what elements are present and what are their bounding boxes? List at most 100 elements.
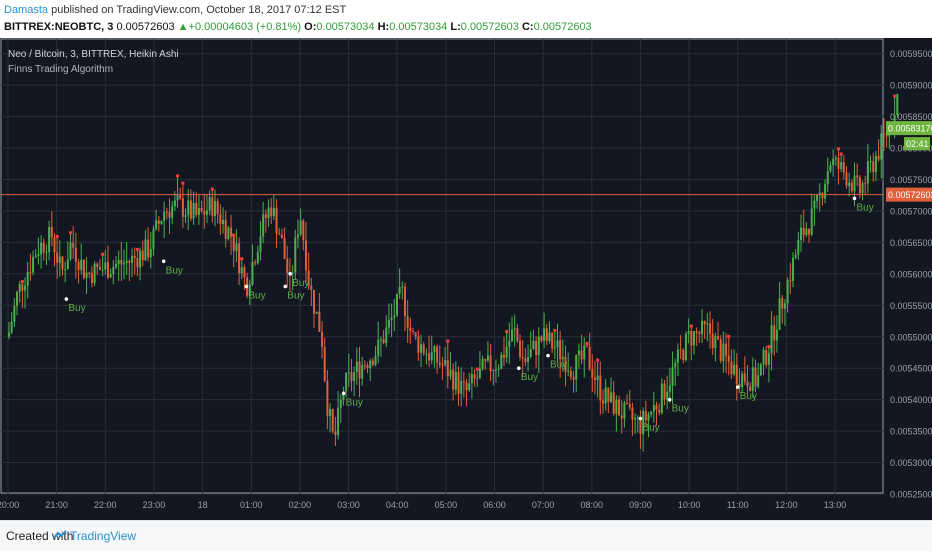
- candle-body: [866, 161, 869, 184]
- candle-body: [850, 182, 853, 192]
- tradingview-brand-link[interactable]: TradingView: [70, 529, 137, 543]
- price-chart[interactable]: 0.005950000.005900000.005850000.00580000…: [0, 38, 932, 520]
- candle-body: [272, 207, 275, 217]
- candle-body: [698, 332, 701, 334]
- candle-body: [318, 311, 321, 332]
- sell-marker: [596, 358, 600, 362]
- candle-body: [48, 226, 51, 253]
- change-value: +0.00004603 (+0.81%): [188, 21, 302, 33]
- candle-body: [797, 239, 800, 255]
- candle-body: [561, 356, 564, 360]
- candle-body: [775, 329, 778, 341]
- candle-body: [607, 387, 610, 403]
- candle-body: [235, 243, 238, 252]
- candle-body: [227, 227, 230, 239]
- candle-body: [486, 355, 489, 361]
- x-tick-label: 10:00: [678, 500, 701, 510]
- candle-body: [101, 269, 104, 271]
- candle-body: [765, 349, 768, 365]
- candle-body: [743, 373, 746, 382]
- candle-body: [676, 349, 679, 363]
- candle-body: [430, 352, 433, 361]
- candle-body: [74, 247, 77, 262]
- candle-body: [104, 262, 107, 270]
- symbol-label: BITTREX:NEOBTC, 3: [4, 21, 114, 33]
- high-label: H:: [377, 21, 390, 33]
- candle-body: [671, 367, 674, 386]
- candle-body: [674, 362, 677, 368]
- candle-body: [805, 228, 808, 236]
- candle-body: [832, 159, 835, 166]
- candle-body: [668, 385, 671, 392]
- sell-marker: [585, 341, 589, 345]
- candle-body: [593, 377, 596, 381]
- buy-signal-dot: [244, 284, 249, 289]
- candle-body: [612, 392, 615, 414]
- x-tick-label: 03:00: [337, 500, 360, 510]
- candle-body: [310, 285, 313, 291]
- candle-body: [786, 280, 789, 304]
- countdown-tag: [904, 137, 930, 151]
- chart-area[interactable]: [0, 38, 932, 520]
- candle-body: [160, 220, 163, 224]
- candle-body: [577, 350, 580, 356]
- candle-body: [436, 346, 439, 363]
- sell-marker: [553, 328, 557, 332]
- candle-body: [275, 207, 278, 234]
- candle-body: [69, 242, 72, 260]
- candle-body: [706, 323, 709, 325]
- x-tick-label: 08:00: [581, 500, 604, 510]
- candle-body: [457, 371, 460, 394]
- candle-body: [106, 262, 109, 278]
- candle-body: [355, 361, 358, 373]
- candle-body: [149, 249, 152, 258]
- buy-signal-label: Buy: [248, 290, 265, 301]
- candle-body: [433, 346, 436, 353]
- candle-body: [492, 370, 495, 372]
- candle-body: [773, 325, 776, 341]
- open-value: 0.00573034: [316, 21, 375, 33]
- candle-body: [848, 182, 851, 186]
- candle-body: [387, 319, 390, 328]
- candle-body: [66, 259, 69, 270]
- candle-body: [650, 411, 653, 415]
- candle-body: [494, 369, 497, 371]
- last-price-tag: [886, 187, 932, 202]
- candle-body: [529, 349, 532, 357]
- candle-body: [575, 355, 578, 380]
- candle-body: [610, 392, 613, 403]
- candle-body: [184, 215, 187, 217]
- candle-body: [115, 264, 118, 268]
- candle-body: [382, 339, 385, 344]
- candle-body: [50, 226, 53, 238]
- created-with-label: Created with: [6, 529, 74, 543]
- candle-body: [243, 267, 246, 278]
- candle-body: [238, 243, 241, 274]
- candle-body: [880, 133, 883, 160]
- candle-body: [834, 157, 837, 160]
- candle-body: [682, 350, 685, 360]
- candle-body: [551, 332, 554, 349]
- candle-body: [425, 353, 428, 355]
- candle-body: [45, 252, 48, 254]
- candle-body: [553, 347, 556, 349]
- sell-marker: [505, 330, 509, 334]
- candle-body: [569, 370, 572, 378]
- candle-body: [26, 272, 29, 286]
- candle-body: [452, 369, 455, 390]
- candle-body: [861, 183, 864, 194]
- candle-body: [473, 374, 476, 379]
- x-tick-label: 07:00: [532, 500, 555, 510]
- candle-body: [484, 359, 487, 361]
- candle-body: [117, 260, 120, 265]
- candle-body: [315, 311, 318, 314]
- candle-body: [585, 345, 588, 347]
- candle-body: [580, 350, 583, 360]
- x-tick-label: 13:00: [824, 500, 847, 510]
- footer: Created with TradingView: [0, 520, 932, 551]
- candle-body: [412, 330, 415, 333]
- author-link[interactable]: Damasta: [4, 4, 49, 16]
- sell-marker: [135, 247, 139, 251]
- candle-body: [545, 328, 548, 341]
